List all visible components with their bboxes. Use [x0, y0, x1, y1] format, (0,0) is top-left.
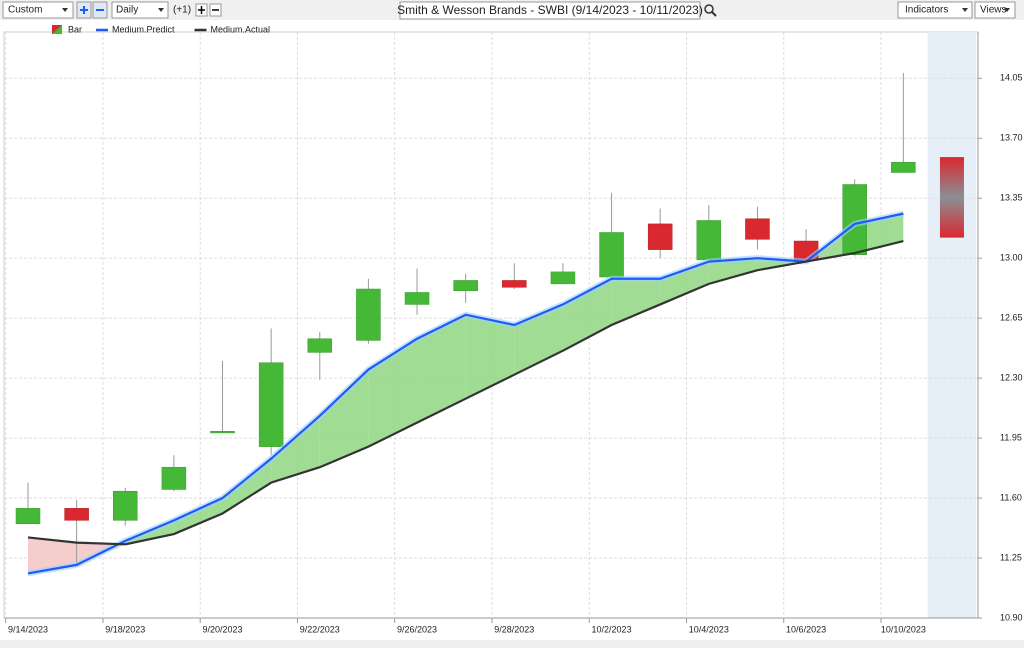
- candle-body: [15, 508, 41, 525]
- search-icon-handle: [711, 11, 717, 17]
- candle-body: [307, 338, 333, 353]
- legend-label: Medium.Actual: [211, 24, 271, 34]
- dropdown-arrow: [962, 8, 968, 12]
- series-line: [27, 239, 904, 546]
- band-fill: [173, 498, 223, 535]
- x-tick-label: 10/10/2023: [881, 624, 926, 634]
- x-tick-label: 9/26/2023: [397, 624, 437, 634]
- y-tick-label: 11.95: [1000, 432, 1022, 442]
- candle-body: [502, 280, 527, 288]
- x-tick-label: 10/4/2023: [689, 624, 729, 634]
- candle-body: [599, 232, 624, 278]
- indicators-select[interactable]: [897, 1, 973, 19]
- indicators-label: Indicators: [905, 5, 948, 16]
- chart-title: Smith & Wesson Brands - SWBI (9/14/2023 …: [397, 3, 703, 17]
- series-line: [27, 212, 904, 575]
- forecast-band: [927, 32, 977, 618]
- period-label: Custom: [8, 5, 42, 16]
- y-tick-label: 13.00: [1000, 253, 1023, 263]
- band-fill: [368, 338, 418, 447]
- legend-label: Medium.Predict: [112, 24, 175, 34]
- y-tick-label: 11.25: [1000, 552, 1022, 562]
- candle-body: [258, 362, 284, 447]
- band-fill: [611, 278, 661, 325]
- band-fill: [417, 314, 466, 423]
- band-fill: [271, 415, 320, 483]
- y-tick-label: 13.70: [1000, 133, 1023, 143]
- plus-icon: [198, 6, 205, 14]
- dropdown-arrow: [62, 8, 68, 12]
- band-fill: [319, 369, 369, 468]
- x-tick-label: 10/6/2023: [786, 624, 826, 634]
- x-tick-label: 9/20/2023: [202, 624, 242, 634]
- scrollbar[interactable]: [0, 640, 1024, 648]
- x-tick-label: 9/28/2023: [494, 624, 534, 634]
- y-tick-label: 12.65: [1000, 313, 1023, 323]
- dropdown-arrow: [158, 8, 164, 12]
- band-fill: [562, 278, 612, 351]
- views-select[interactable]: [974, 1, 1016, 19]
- period-select[interactable]: [2, 1, 74, 19]
- band-fill: [465, 314, 515, 399]
- views-label: Views: [980, 5, 1007, 16]
- candle-body: [745, 218, 770, 240]
- candle-body: [356, 288, 381, 341]
- candle-body: [404, 292, 430, 305]
- x-tick-label: 9/22/2023: [300, 624, 340, 634]
- candle-body: [161, 466, 187, 490]
- candle-body: [647, 223, 673, 250]
- candle-body: [891, 161, 916, 173]
- y-tick-label: 11.60: [1000, 492, 1022, 502]
- band-fill: [708, 258, 758, 284]
- title-box: [399, 1, 701, 20]
- x-tick-label: 9/14/2023: [8, 624, 48, 634]
- y-tick-label: 14.05: [1000, 73, 1023, 83]
- y-tick-label: 10.90: [1000, 612, 1023, 622]
- candle-body: [113, 490, 138, 521]
- candle-body: [210, 430, 235, 434]
- x-tick-label: 9/18/2023: [105, 624, 145, 634]
- legend-label: Bar: [68, 24, 82, 34]
- candle-body: [550, 271, 576, 285]
- candle-body: [696, 220, 722, 261]
- candle-body: [453, 280, 478, 291]
- y-tick-label: 13.35: [1000, 193, 1023, 203]
- y-tick-label: 12.30: [1000, 372, 1023, 382]
- legend-swatch: [52, 25, 62, 34]
- offset-label: (+1): [173, 5, 191, 16]
- forecast-candle: [939, 157, 964, 238]
- interval-select[interactable]: [111, 1, 169, 19]
- candle-body: [64, 508, 89, 521]
- dropdown-arrow: [1004, 8, 1010, 12]
- interval-label: Daily: [116, 5, 138, 16]
- plus-icon: [80, 6, 88, 14]
- x-tick-label: 10/2/2023: [592, 624, 632, 634]
- band-fill: [660, 261, 709, 305]
- search-icon[interactable]: [704, 4, 714, 14]
